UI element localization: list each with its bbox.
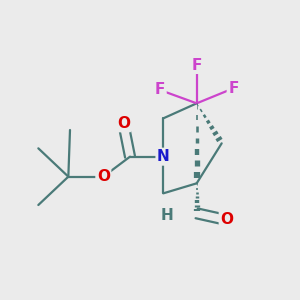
Text: O: O bbox=[117, 116, 130, 131]
Text: N: N bbox=[157, 149, 170, 164]
Text: F: F bbox=[191, 58, 202, 73]
Text: F: F bbox=[228, 81, 238, 96]
Text: H: H bbox=[160, 208, 173, 223]
Text: F: F bbox=[155, 82, 165, 98]
Text: O: O bbox=[220, 212, 233, 227]
Text: O: O bbox=[97, 169, 110, 184]
